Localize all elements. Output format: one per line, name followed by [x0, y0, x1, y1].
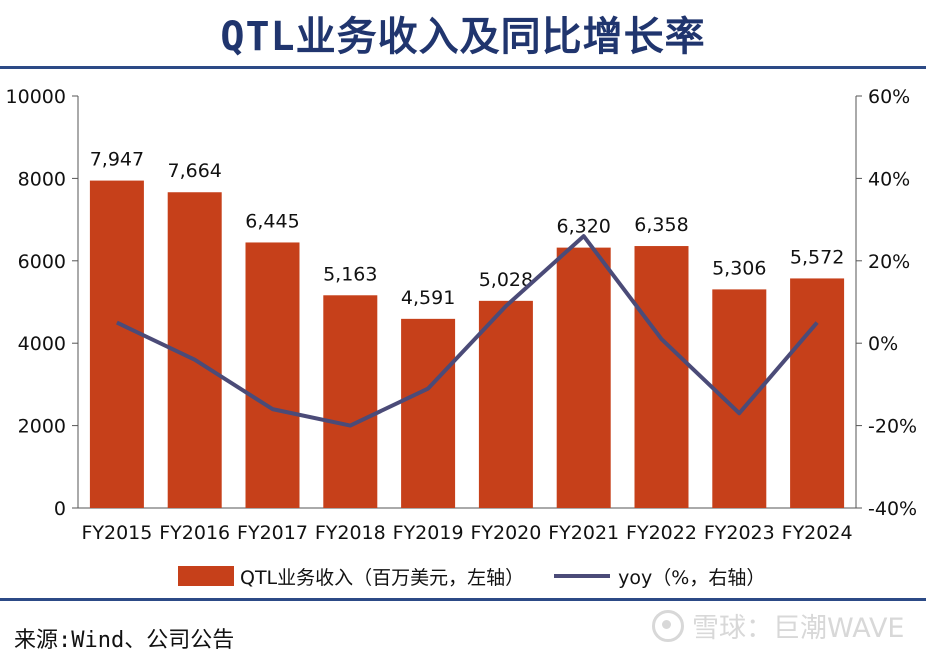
bar: [323, 295, 377, 508]
bar-data-label: 6,445: [245, 210, 299, 232]
left-axis-tick-label: 4000: [18, 333, 66, 355]
bar-data-label: 7,664: [167, 160, 221, 182]
chart-svg: 0 2000 4000 6000 8000 10000 -40% -20% 0% 20% 40% 60…: [0, 70, 926, 560]
legend-line-swatch: [554, 574, 610, 578]
left-axis-tick-label: 10000: [6, 86, 66, 108]
x-axis-category-label: FY2015: [81, 522, 152, 544]
right-axis-tick-label: -20%: [868, 416, 917, 438]
watermark: 雪球：巨潮WAVE: [652, 606, 905, 645]
bar-data-label: 4,591: [401, 287, 455, 309]
right-axis-tick-label: -40%: [868, 498, 917, 520]
x-axis-category-label: FY2022: [626, 522, 697, 544]
legend-bar-label: QTL业务收入（百万美元，左轴）: [240, 563, 524, 590]
right-axis-tick-label: 0%: [868, 333, 898, 355]
title-divider: [0, 66, 926, 69]
legend-line-label: yoy（%，右轴）: [618, 563, 765, 590]
bar: [90, 181, 144, 508]
bar-data-label: 6,358: [634, 214, 688, 236]
x-axis-category-label: FY2021: [548, 522, 619, 544]
bar: [401, 319, 455, 508]
bar: [246, 242, 300, 508]
chart-legend: QTL业务收入（百万美元，左轴） yoy（%，右轴）: [178, 563, 765, 589]
x-axis-category-label: FY2020: [470, 522, 541, 544]
right-axis-tick-label: 60%: [868, 86, 910, 108]
bar: [557, 248, 611, 508]
left-axis-tick-label: 2000: [18, 416, 66, 438]
x-axis-category-label: FY2018: [315, 522, 386, 544]
left-axis-tick-label: 6000: [18, 251, 66, 273]
left-axis-tick-label: 0: [54, 498, 66, 520]
x-axis-category-label: FY2024: [782, 522, 853, 544]
right-axis-tick-label: 20%: [868, 251, 910, 273]
x-axis-category-label: FY2019: [393, 522, 464, 544]
left-axis-tick-label: 8000: [18, 168, 66, 190]
bar-data-label: 5,163: [323, 263, 377, 285]
x-axis-category-label: FY2016: [159, 522, 230, 544]
right-axis-tick-label: 40%: [868, 168, 910, 190]
bar: [790, 278, 844, 508]
chart-title: QTL业务收入及同比增长率: [0, 4, 926, 62]
footer-divider: [0, 598, 926, 601]
source-note: 来源:Wind、公司公告: [14, 622, 234, 654]
bar-data-label: 5,306: [712, 257, 766, 279]
bar: [479, 301, 533, 508]
bar: [712, 289, 766, 508]
snowball-logo-icon: [652, 610, 684, 642]
legend-bar-swatch: [178, 566, 234, 586]
bar: [635, 246, 689, 508]
watermark-text: 雪球：巨潮WAVE: [692, 606, 905, 645]
bar-data-label: 5,572: [790, 246, 844, 268]
x-axis-category-label: FY2023: [704, 522, 775, 544]
bar-data-label: 7,947: [90, 149, 144, 171]
x-axis-category-label: FY2017: [237, 522, 308, 544]
